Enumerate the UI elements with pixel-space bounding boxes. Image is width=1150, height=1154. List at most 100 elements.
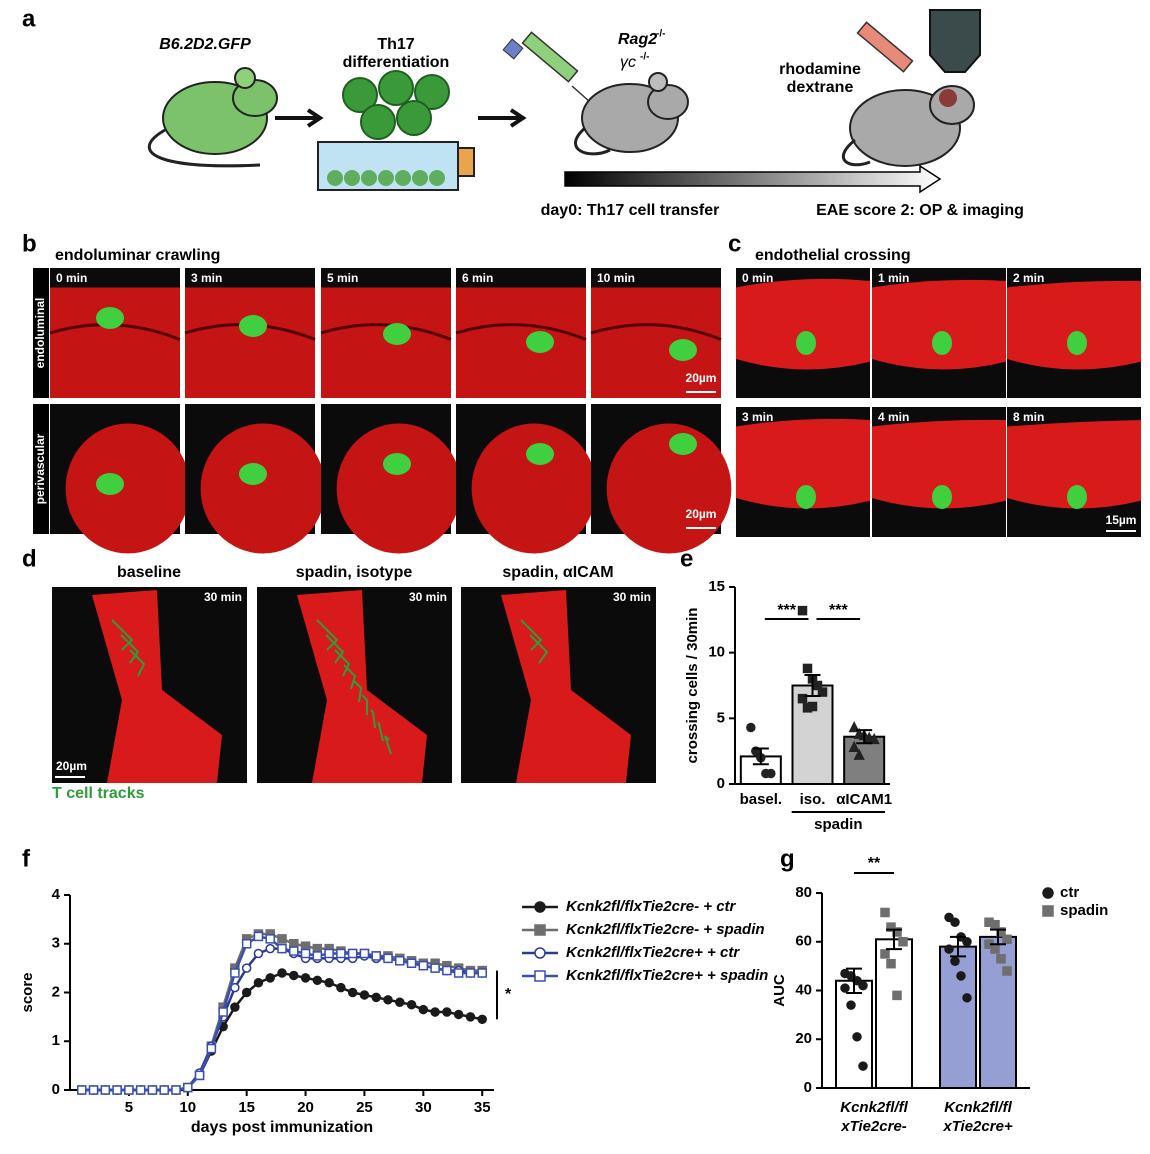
y-tick-label: 1: [52, 1032, 60, 1049]
y-tick-label: 5: [717, 709, 725, 726]
x-tick-label: Kcnk2fl/fl: [840, 1099, 908, 1116]
point: [950, 956, 960, 966]
y-tick-label: 0: [52, 1081, 60, 1098]
timeline-arrow: [564, 164, 942, 194]
point: [996, 954, 1006, 964]
injection-text: dextrane: [787, 79, 854, 96]
error-bar: [886, 928, 902, 951]
point: [892, 990, 902, 1001]
arrow: [478, 108, 527, 128]
track: [377, 720, 384, 742]
point: [1042, 887, 1054, 899]
point: [194, 1070, 205, 1081]
donor: B6.2D2.GFP: [159, 36, 251, 53]
syringe: [502, 31, 591, 103]
point: [277, 968, 287, 978]
x-tick-label: iso.: [800, 791, 826, 808]
scale-label: 20µm: [686, 507, 717, 521]
error-bar: [856, 729, 873, 745]
recipient2-sup: -/-: [640, 52, 649, 63]
vessel: [872, 279, 1006, 370]
track: [334, 649, 351, 677]
legend-label: Kcnk2fl/flxTie2cre- + spadin: [566, 921, 765, 938]
point: [359, 948, 370, 959]
cell: [669, 433, 697, 455]
scale-label: 15µm: [1106, 513, 1137, 527]
error-bar: [804, 673, 821, 698]
error-bar: [846, 967, 862, 994]
x-tick-label: 20: [297, 1099, 314, 1116]
point: [383, 995, 393, 1005]
point: [868, 732, 880, 745]
point: [253, 948, 264, 959]
significance: **: [868, 855, 881, 872]
vessel: [1007, 280, 1141, 370]
point: [956, 971, 966, 981]
point: [477, 1014, 487, 1025]
vessel: [321, 287, 451, 398]
point: [534, 970, 546, 982]
point: [766, 768, 776, 779]
green-mouse: [147, 67, 278, 168]
point: [886, 922, 896, 932]
y-tick-label: 0: [717, 775, 725, 792]
vessel: [606, 423, 732, 554]
point: [886, 958, 896, 969]
x-tick-label: basel.: [740, 791, 783, 808]
track: [529, 634, 549, 664]
point: [265, 943, 275, 954]
vessel: [1007, 420, 1141, 509]
point: [477, 968, 487, 978]
flask: [317, 141, 475, 191]
x-tick-label: Kcnk2fl/fl: [944, 1099, 1012, 1116]
point: [944, 912, 954, 923]
point: [371, 951, 381, 961]
panel-letter: e: [680, 545, 693, 572]
cell: [96, 307, 124, 329]
track: [370, 709, 376, 729]
vessel: [65, 423, 191, 554]
track: [111, 619, 134, 651]
x-tick-label: 25: [356, 1099, 373, 1116]
point: [944, 944, 954, 954]
bar: [939, 945, 977, 1089]
recipient-sup: -/-: [656, 29, 665, 40]
y-axis-label: score: [19, 972, 36, 1012]
vessel: [736, 278, 870, 370]
panel-letter: c: [728, 230, 741, 257]
time-label: 8 min: [1013, 410, 1044, 424]
scale-label: 20µm: [686, 371, 717, 385]
arrow: [275, 108, 324, 128]
point: [534, 947, 546, 959]
point: [218, 1007, 228, 1017]
x-tick-label: 10: [179, 1099, 196, 1116]
cell: [1067, 485, 1087, 509]
vessel: [591, 287, 721, 398]
y-tick-label: 40: [795, 981, 812, 998]
significance: ***: [777, 602, 796, 619]
series-line: [81, 971, 483, 1092]
cell: [1067, 331, 1087, 355]
point: [846, 1000, 856, 1010]
point: [853, 748, 865, 760]
point: [465, 968, 476, 978]
image-title: spadin, isotype: [296, 564, 413, 581]
time-label: 2 min: [1013, 271, 1044, 285]
cell: [526, 331, 554, 353]
point: [324, 948, 334, 959]
point: [347, 948, 358, 959]
x-tick-label: αICAM1: [836, 791, 892, 808]
track: [325, 634, 345, 664]
legend-label: Kcnk2fl/flxTie2cre+ + spadin: [566, 967, 768, 984]
x-tick-label: xTie2cre-: [840, 1118, 907, 1135]
x-tick-label: xTie2cre+: [942, 1118, 1013, 1135]
panel-letter: g: [780, 845, 795, 872]
cell: [96, 473, 124, 495]
track: [520, 619, 543, 651]
time-label: 6 min: [462, 271, 493, 285]
point: [418, 1004, 429, 1015]
panel-letter: b: [22, 230, 37, 257]
point: [406, 958, 417, 968]
